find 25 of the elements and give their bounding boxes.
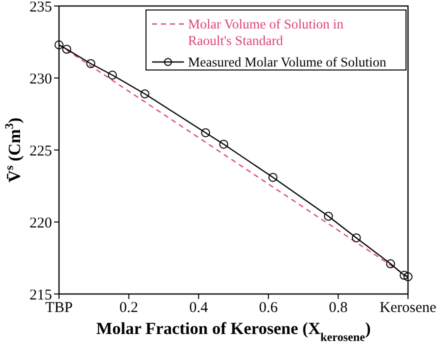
point [54,40,64,50]
x-tick-label: Kerosene [380,300,437,316]
x-tick-label: 0.4 [189,300,208,316]
x-tick-label: 0.2 [119,300,138,316]
point [62,44,72,54]
x-tick-label: 0.6 [259,300,278,316]
y-tick-label: 220 [30,215,52,232]
x-tick-label: 0.8 [328,300,348,316]
legend-label: Molar Volume of Solution in Raoult's Standard [188,16,344,48]
point [352,233,361,242]
y-tick-label: 230 [30,71,52,88]
point [324,212,333,221]
point [219,140,228,149]
point [400,270,409,280]
point [386,259,396,268]
legend-label: Measured Molar Volume of Solution [188,54,386,70]
point [268,172,278,182]
point [140,89,150,98]
y-tick-label: 225 [30,143,52,160]
y-tick-label: 235 [30,0,52,16]
point [108,70,117,80]
point [86,59,96,68]
x-axis-title: Molar Fraction of Kerosene (X$_{kerosene}$) [96,319,371,344]
point [201,128,210,138]
point [404,272,412,282]
